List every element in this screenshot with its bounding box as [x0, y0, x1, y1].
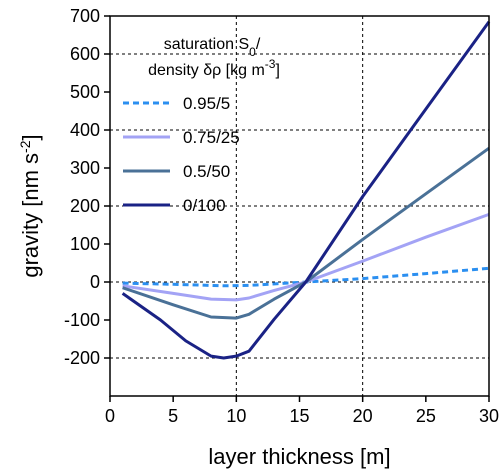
- y-tick-label: 400: [70, 120, 100, 140]
- series-lines: [121, 20, 491, 360]
- y-tick-label: 200: [70, 196, 100, 216]
- y-tick-label: 100: [70, 234, 100, 254]
- x-axis-label: layer thickness [m]: [208, 444, 390, 469]
- x-tick-label: 0: [105, 406, 115, 426]
- legend-title-2-end: ]: [275, 62, 279, 79]
- legend-items: 0.95/5 0.75/25 0.5/50 0/100: [123, 94, 240, 215]
- legend-title-2-sup: -3: [265, 57, 276, 71]
- x-tick-label: 30: [479, 406, 499, 426]
- x-tick-label: 25: [416, 406, 436, 426]
- y-axis-label-text: gravity [nm s: [18, 153, 43, 278]
- y-tick-label: 0: [90, 272, 100, 292]
- series-line: [121, 20, 491, 360]
- legend-label: 0.75/25: [183, 128, 240, 147]
- legend-title-1-sub: 0: [249, 45, 256, 59]
- legend-label: 0.95/5: [183, 94, 230, 113]
- y-axis-label-sup: -2: [17, 140, 33, 153]
- y-tick-label: -100: [64, 310, 100, 330]
- legend-title-line-1: saturation S0/: [164, 36, 261, 59]
- legend-title-1-text: saturation S: [164, 36, 249, 53]
- x-tick-label: 15: [289, 406, 309, 426]
- y-tick-label: -200: [64, 348, 100, 368]
- legend-title-2-text: density δρ [kg m: [148, 62, 265, 79]
- series-line: [122, 146, 490, 320]
- y-axis-label: gravity [nm s-2]: [17, 134, 43, 277]
- x-tick-label: 20: [353, 406, 373, 426]
- series-line: [122, 212, 490, 302]
- legend: saturation S0/ density δρ [kg m-3] 0.95/…: [123, 36, 280, 215]
- y-tick-label: 500: [70, 82, 100, 102]
- y-tick-label: 700: [70, 6, 100, 26]
- x-ticks: 0 5 10 15 20 25 30: [105, 396, 499, 426]
- series-line: [122, 266, 490, 288]
- legend-label: 0/100: [183, 196, 226, 215]
- legend-title-1-end: /: [256, 36, 261, 53]
- x-tick-label: 10: [226, 406, 246, 426]
- y-tick-label: 600: [70, 44, 100, 64]
- y-tick-label: 300: [70, 158, 100, 178]
- y-ticks: -200 -100 0 100 200 300 400 500 600 700: [64, 6, 110, 368]
- legend-title-line-2: density δρ [kg m-3]: [148, 57, 280, 79]
- y-axis-label-end: ]: [18, 134, 43, 140]
- x-tick-label: 5: [168, 406, 178, 426]
- legend-label: 0.5/50: [183, 162, 230, 181]
